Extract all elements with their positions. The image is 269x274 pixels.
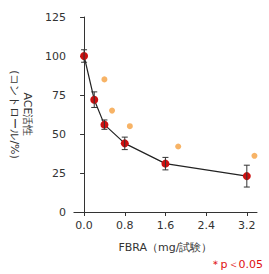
svg-text:2.4: 2.4 bbox=[197, 219, 215, 232]
svg-text:50: 50 bbox=[52, 128, 66, 141]
svg-text:0: 0 bbox=[59, 206, 66, 219]
svg-text:1.6: 1.6 bbox=[157, 219, 175, 232]
svg-text:＊p＜0.05: ＊p＜0.05 bbox=[210, 258, 263, 271]
svg-text:3.2: 3.2 bbox=[238, 219, 256, 232]
svg-text:125: 125 bbox=[45, 11, 66, 24]
svg-text:(コントロール/%): (コントロール/%) bbox=[8, 70, 21, 159]
svg-text:FBRA（mg/試験）: FBRA（mg/試験） bbox=[118, 241, 212, 254]
svg-text:ACE活性: ACE活性 bbox=[21, 93, 34, 137]
svg-text:0.0: 0.0 bbox=[75, 219, 93, 232]
svg-text:75: 75 bbox=[52, 89, 66, 102]
svg-text:0.8: 0.8 bbox=[116, 219, 134, 232]
svg-text:100: 100 bbox=[45, 50, 66, 63]
svg-text:25: 25 bbox=[52, 167, 66, 180]
